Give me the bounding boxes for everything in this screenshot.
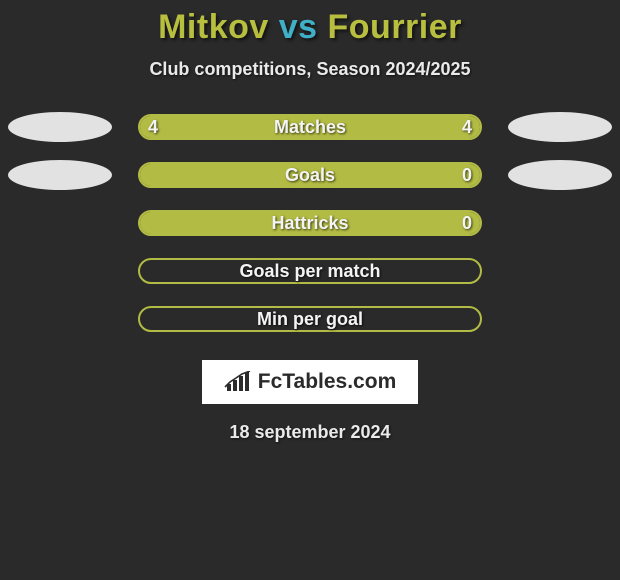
stat-row: Min per goal	[0, 306, 620, 332]
stat-row: 0Goals	[0, 162, 620, 188]
stat-rows: 44Matches 0Goals 0Hattricks Goals per match…	[0, 114, 620, 332]
stat-label: Goals per match	[138, 261, 482, 282]
title-player1: Mitkov	[158, 8, 269, 46]
stat-row: 44Matches	[0, 114, 620, 140]
subtitle: Club competitions, Season 2024/2025	[0, 59, 620, 80]
source-logo: FcTables.com	[202, 360, 418, 404]
stat-label: Min per goal	[138, 309, 482, 330]
stat-label: Hattricks	[138, 213, 482, 234]
date-text: 18 september 2024	[0, 422, 620, 443]
bar-chart-icon	[224, 371, 252, 393]
left-badge-ellipse	[8, 160, 112, 190]
title-player2: Fourrier	[328, 8, 462, 46]
logo-text: FcTables.com	[258, 370, 397, 394]
page-title: Mitkov vs Fourrier	[0, 8, 620, 47]
right-badge-ellipse	[508, 160, 612, 190]
stat-row: 0Hattricks	[0, 210, 620, 236]
right-badge-ellipse	[508, 112, 612, 142]
title-vs: vs	[269, 8, 328, 46]
comparison-infographic: Mitkov vs Fourrier Club competitions, Se…	[0, 0, 620, 443]
stat-label: Goals	[138, 165, 482, 186]
left-badge-ellipse	[8, 112, 112, 142]
stat-label: Matches	[138, 117, 482, 138]
stat-row: Goals per match	[0, 258, 620, 284]
